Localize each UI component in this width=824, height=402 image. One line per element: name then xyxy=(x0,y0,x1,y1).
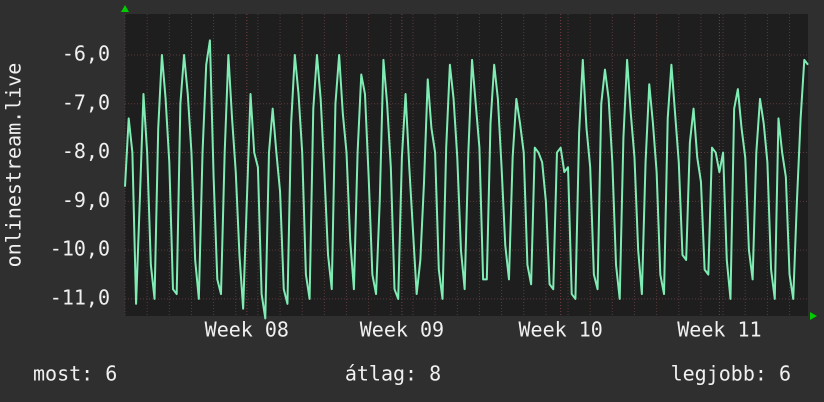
y-tick-label: -11,0 xyxy=(50,285,110,309)
y-tick-label: -6,0 xyxy=(62,41,110,65)
y-tick-label: -10,0 xyxy=(50,237,110,261)
y-tick-label: -7,0 xyxy=(62,90,110,114)
x-axis-arrow xyxy=(810,312,817,320)
x-tick-label: Week 11 xyxy=(677,318,761,342)
x-tick-label: Week 09 xyxy=(360,318,444,342)
y-tick-label: -9,0 xyxy=(62,188,110,212)
y-axis-label: onlinestream.live xyxy=(2,63,26,268)
x-tick-label: Week 10 xyxy=(518,318,602,342)
stat-average: átlag: 8 xyxy=(345,362,441,386)
stat-max: legjobb: 6 xyxy=(671,362,791,386)
x-tick-label: Week 08 xyxy=(205,318,289,342)
stat-current: most: 6 xyxy=(33,362,117,386)
y-axis-arrow xyxy=(121,5,129,12)
plot-area xyxy=(125,14,808,316)
y-tick-label: -8,0 xyxy=(62,139,110,163)
data-line xyxy=(124,39,809,320)
